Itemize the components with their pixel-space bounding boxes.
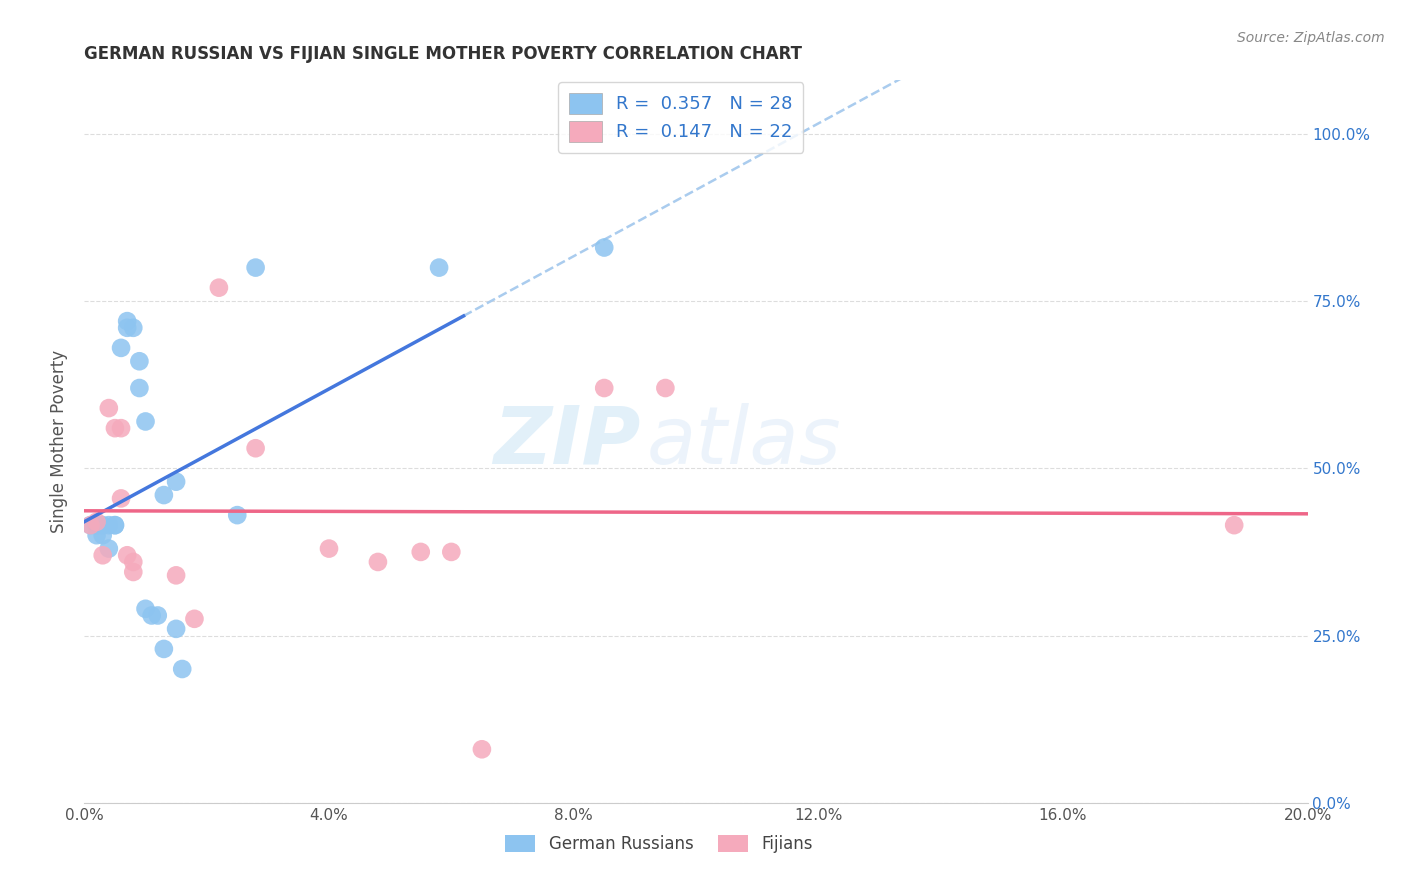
Point xyxy=(135,414,157,429)
Text: GERMAN RUSSIAN VS FIJIAN SINGLE MOTHER POVERTY CORRELATION CHART: GERMAN RUSSIAN VS FIJIAN SINGLE MOTHER P… xyxy=(84,45,803,63)
Point xyxy=(245,260,267,275)
Point xyxy=(97,541,120,556)
Point xyxy=(97,401,120,416)
Point xyxy=(440,545,463,559)
Point xyxy=(593,381,616,395)
Point xyxy=(115,548,138,563)
Point xyxy=(115,314,138,328)
Point xyxy=(91,528,114,542)
Y-axis label: Single Mother Poverty: Single Mother Poverty xyxy=(51,350,69,533)
Point xyxy=(104,518,127,533)
Legend: German Russians, Fijians: German Russians, Fijians xyxy=(499,828,820,860)
Point xyxy=(91,548,114,563)
Point xyxy=(367,555,389,569)
Point xyxy=(146,608,169,623)
Point xyxy=(593,241,616,255)
Point xyxy=(141,608,163,623)
Point xyxy=(110,421,132,435)
Point xyxy=(97,518,120,533)
Point xyxy=(128,381,150,395)
Point xyxy=(110,491,132,506)
Point xyxy=(183,612,205,626)
Text: Source: ZipAtlas.com: Source: ZipAtlas.com xyxy=(1237,31,1385,45)
Point xyxy=(122,555,145,569)
Point xyxy=(115,321,138,335)
Point xyxy=(153,642,176,657)
Point xyxy=(165,622,187,636)
Point xyxy=(122,321,145,335)
Point xyxy=(128,354,150,368)
Point xyxy=(318,541,340,556)
Text: ZIP: ZIP xyxy=(494,402,641,481)
Point xyxy=(654,381,676,395)
Point xyxy=(104,421,127,435)
Point xyxy=(245,442,267,455)
Point xyxy=(91,518,114,533)
Point xyxy=(471,742,494,756)
Point xyxy=(165,475,187,489)
Point xyxy=(79,518,101,533)
Point xyxy=(104,518,127,533)
Point xyxy=(86,528,108,542)
Text: atlas: atlas xyxy=(647,402,842,481)
Point xyxy=(86,518,108,533)
Point xyxy=(165,568,187,582)
Point xyxy=(172,662,194,676)
Point xyxy=(110,341,132,355)
Point xyxy=(208,281,231,295)
Point xyxy=(122,565,145,579)
Point xyxy=(409,545,432,559)
Point xyxy=(79,518,101,533)
Point xyxy=(153,488,176,502)
Point xyxy=(86,515,108,529)
Point xyxy=(226,508,249,523)
Point xyxy=(1223,518,1246,533)
Point xyxy=(135,602,157,616)
Point xyxy=(427,260,450,275)
